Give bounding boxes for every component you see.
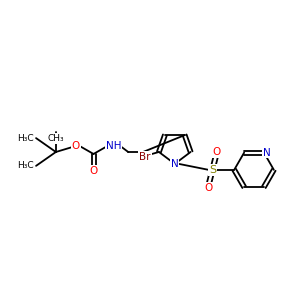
Text: NH: NH [106,141,121,151]
Text: S: S [209,165,216,175]
Text: O: O [204,183,213,193]
Text: Br: Br [139,152,151,162]
Text: CH₃: CH₃ [48,134,64,143]
Text: N: N [263,148,271,158]
Text: O: O [212,147,220,157]
Text: H₃C: H₃C [17,161,34,170]
Text: O: O [72,141,80,151]
Text: H₃C: H₃C [17,134,34,142]
Text: N: N [171,159,178,169]
Text: O: O [89,166,98,176]
